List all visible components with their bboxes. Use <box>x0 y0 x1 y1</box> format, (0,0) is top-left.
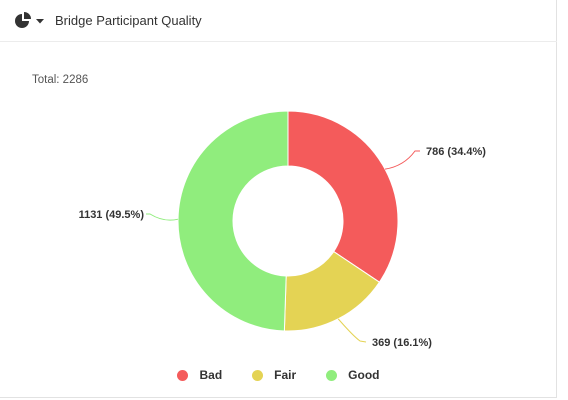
chart-legend: Bad Fair Good <box>0 368 557 382</box>
data-label-connector-good <box>146 213 179 221</box>
legend-label: Fair <box>274 368 297 382</box>
legend-item-bad[interactable]: Bad <box>177 368 222 382</box>
total-count: Total: 2286 <box>32 74 89 86</box>
legend-item-fair[interactable]: Fair <box>252 368 296 382</box>
chart-panel: Bridge Participant Quality Total: 2286 7… <box>0 0 557 398</box>
data-label-connector-bad <box>384 150 420 170</box>
donut-chart: 786 (34.4%) 369 (16.1%) 1131 (49.5%) <box>79 110 486 349</box>
legend-marker-fair <box>252 369 264 381</box>
pie-chart-icon <box>15 12 44 28</box>
pie-slice-good[interactable] <box>177 110 289 332</box>
legend-label: Bad <box>199 368 223 382</box>
pie-slice-bad[interactable] <box>287 110 399 283</box>
legend-marker-bad <box>177 369 189 381</box>
data-label-good: 1131 (49.5%) <box>79 209 145 221</box>
data-label-fair: 369 (16.1%) <box>372 337 432 349</box>
legend-item-good[interactable]: Good <box>326 368 380 382</box>
panel-header: Bridge Participant Quality <box>0 0 557 42</box>
chart-type-menu-button[interactable] <box>14 10 48 32</box>
legend-marker-good <box>326 369 338 381</box>
data-label-connector-fair <box>337 318 367 343</box>
legend-label: Good <box>348 368 380 382</box>
panel-title: Bridge Participant Quality <box>55 13 202 28</box>
caret-down-icon <box>36 19 44 24</box>
data-label-bad: 786 (34.4%) <box>426 146 486 158</box>
